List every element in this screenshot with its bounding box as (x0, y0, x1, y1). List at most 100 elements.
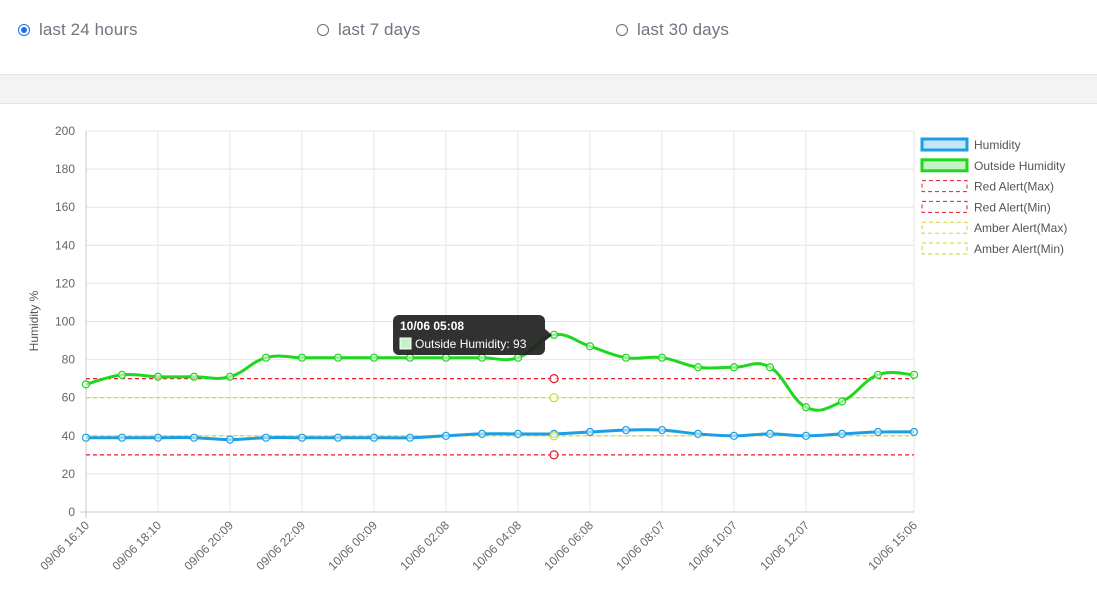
outside-humidity-point (729, 363, 739, 372)
humidity-point (225, 435, 235, 444)
tooltip-title: 10/06 05:08 (400, 319, 464, 333)
humidity-line (85, 428, 915, 442)
legend-label: Outside Humidity (974, 159, 1065, 173)
legend-label: Amber Alert(Max) (974, 221, 1067, 235)
humidity-point (441, 431, 451, 440)
y-tick-label: 180 (55, 162, 75, 176)
legend-label: Red Alert(Min) (974, 200, 1051, 214)
outside-humidity-point (189, 372, 199, 381)
humidity-point (369, 433, 379, 442)
section-divider (0, 74, 1097, 104)
y-tick-label: 20 (62, 467, 76, 481)
outside-humidity-point (369, 353, 379, 362)
x-tick-label: 10/06 02:08 (397, 518, 452, 573)
x-tick-label: 09/06 20:09 (181, 518, 236, 573)
x-tick-label: 10/06 12:07 (757, 518, 812, 573)
tooltip-body: Outside Humidity: 93 (415, 337, 527, 351)
y-tick-label: 100 (55, 315, 75, 329)
humidity-point (837, 429, 847, 438)
outside-humidity-point (873, 370, 883, 379)
humidity-point (621, 425, 631, 435)
humidity-point (657, 425, 667, 435)
outside-humidity-point (441, 353, 451, 362)
legend-swatch (920, 137, 969, 152)
x-tick-label: 09/06 22:09 (253, 518, 308, 573)
y-tick-label: 80 (62, 353, 76, 367)
y-tick-label: 40 (62, 429, 76, 443)
x-tick-label: 10/06 10:07 (685, 518, 740, 573)
humidity-point (117, 433, 127, 442)
outside-humidity-point (477, 353, 487, 362)
legend-item-red-alert-max[interactable]: Red Alert(Max) (921, 180, 1054, 194)
radio-last-24-hours[interactable]: last 24 hours (18, 20, 138, 40)
humidity-point (513, 429, 523, 438)
humidity-point (189, 433, 199, 442)
x-tick-label: 10/06 00:09 (325, 518, 380, 573)
humidity-point (765, 429, 775, 438)
outside-humidity-point (657, 353, 667, 362)
radio-last-7-days[interactable]: last 7 days (317, 20, 420, 40)
humidity-point (729, 431, 739, 440)
outside-humidity-point (585, 342, 595, 351)
humidity-point (261, 433, 271, 442)
tooltip-caret (545, 329, 552, 341)
humidity-point (333, 433, 343, 442)
humidity-point (873, 427, 883, 437)
legend-swatch (921, 221, 968, 234)
y-tick-label: 60 (62, 391, 76, 405)
y-axis-title: Humidity % (27, 290, 41, 351)
outside-humidity-point (513, 353, 523, 362)
humidity-point (297, 433, 307, 442)
outside-humidity-point (297, 353, 307, 362)
chart-legend: Humidity Outside Humidity Red Alert(Max) Re… (920, 137, 1067, 256)
outside-humidity-point (261, 353, 271, 362)
legend-swatch (920, 158, 969, 173)
x-tick-label: 10/06 06:08 (541, 518, 596, 573)
radio-button-checked[interactable] (18, 24, 30, 36)
legend-item-amber-alert-max[interactable]: Amber Alert(Max) (921, 221, 1067, 235)
humidity-point (477, 429, 487, 438)
legend-item-humidity[interactable]: Humidity (920, 137, 1021, 152)
red-alert-max-hover-point (549, 374, 559, 384)
amber-alert-max-hover-point (549, 393, 559, 403)
outside-humidity-point (801, 403, 811, 412)
chart-tooltip: 10/06 05:08 Outside Humidity: 93 (393, 315, 552, 355)
legend-label: Humidity (974, 138, 1021, 152)
radio-last-30-days[interactable]: last 30 days (616, 20, 729, 40)
radio-button[interactable] (317, 24, 329, 36)
y-tick-label: 120 (55, 276, 75, 290)
radio-label: last 7 days (338, 20, 421, 39)
y-tick-label: 140 (55, 238, 75, 252)
outside-humidity-point (909, 370, 919, 379)
tooltip-swatch (399, 337, 412, 350)
legend-item-outside-humidity[interactable]: Outside Humidity (920, 158, 1065, 173)
outside-humidity-point (81, 380, 91, 389)
tooltip-box (393, 315, 545, 355)
legend-label: Red Alert(Max) (974, 180, 1054, 194)
humidity-point (81, 433, 91, 442)
x-tick-label: 09/06 18:10 (109, 518, 164, 573)
radio-button[interactable] (616, 24, 628, 36)
outside-humidity-point (621, 353, 631, 362)
y-tick-label: 160 (55, 200, 75, 214)
humidity-point (801, 431, 811, 440)
legend-swatch (921, 200, 968, 213)
legend-item-red-alert-min[interactable]: Red Alert(Min) (921, 200, 1051, 214)
outside-humidity-point (765, 363, 775, 372)
outside-humidity-point (153, 372, 163, 381)
outside-humidity-point (225, 372, 235, 381)
red-alert-min-hover-point (549, 450, 559, 460)
outside-humidity-point (333, 353, 343, 362)
radio-label: last 24 hours (39, 20, 138, 39)
outside-humidity-point (117, 370, 127, 379)
humidity-point (909, 427, 919, 437)
legend-swatch (921, 180, 968, 193)
humidity-point (693, 429, 703, 438)
outside-humidity-point (693, 363, 703, 372)
outside-humidity-point (837, 397, 847, 406)
humidity-point (585, 427, 595, 437)
radio-label: last 30 days (637, 20, 729, 39)
outside-humidity-point (405, 353, 415, 362)
legend-item-amber-alert-min[interactable]: Amber Alert(Min) (921, 242, 1064, 256)
